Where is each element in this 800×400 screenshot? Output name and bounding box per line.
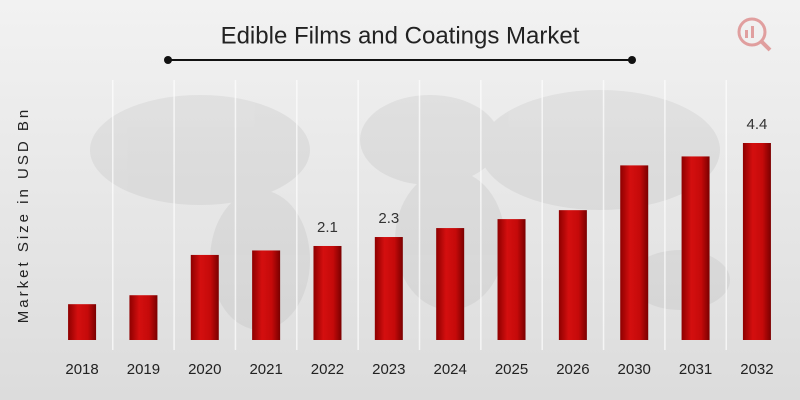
- x-tick-label: 2019: [127, 361, 160, 378]
- bar: [681, 156, 710, 340]
- x-tick-label: 2018: [65, 361, 98, 378]
- x-tick-label: 2026: [556, 361, 589, 378]
- bar: [313, 245, 342, 340]
- underline-dot: [628, 56, 636, 64]
- bar: [252, 250, 281, 340]
- x-tick-label: 2024: [433, 361, 466, 378]
- bar: [558, 210, 587, 340]
- bar: [497, 219, 526, 340]
- x-tick-label: 2023: [372, 361, 405, 378]
- bar: [374, 237, 403, 340]
- x-tick-label: 2022: [311, 361, 344, 378]
- value-label: 2.3: [378, 210, 399, 227]
- x-tick-label: 2032: [740, 361, 773, 378]
- x-tick-label: 2021: [249, 361, 282, 378]
- bar: [190, 254, 219, 340]
- bar: [742, 143, 771, 340]
- x-tick-label: 2020: [188, 361, 221, 378]
- bar: [436, 228, 465, 340]
- y-axis-label: Market Size in USD Bn: [15, 107, 32, 323]
- bar: [68, 304, 97, 340]
- bar: [620, 165, 649, 340]
- value-label: 4.4: [746, 116, 767, 133]
- chart-title: Edible Films and Coatings Market: [221, 22, 580, 49]
- value-label: 2.1: [317, 219, 338, 236]
- x-tick-label: 2030: [618, 361, 651, 378]
- x-tick-label: 2031: [679, 361, 712, 378]
- x-tick-label: 2025: [495, 361, 528, 378]
- logo: [737, 17, 772, 52]
- underline-dot: [164, 56, 172, 64]
- bar: [129, 295, 158, 340]
